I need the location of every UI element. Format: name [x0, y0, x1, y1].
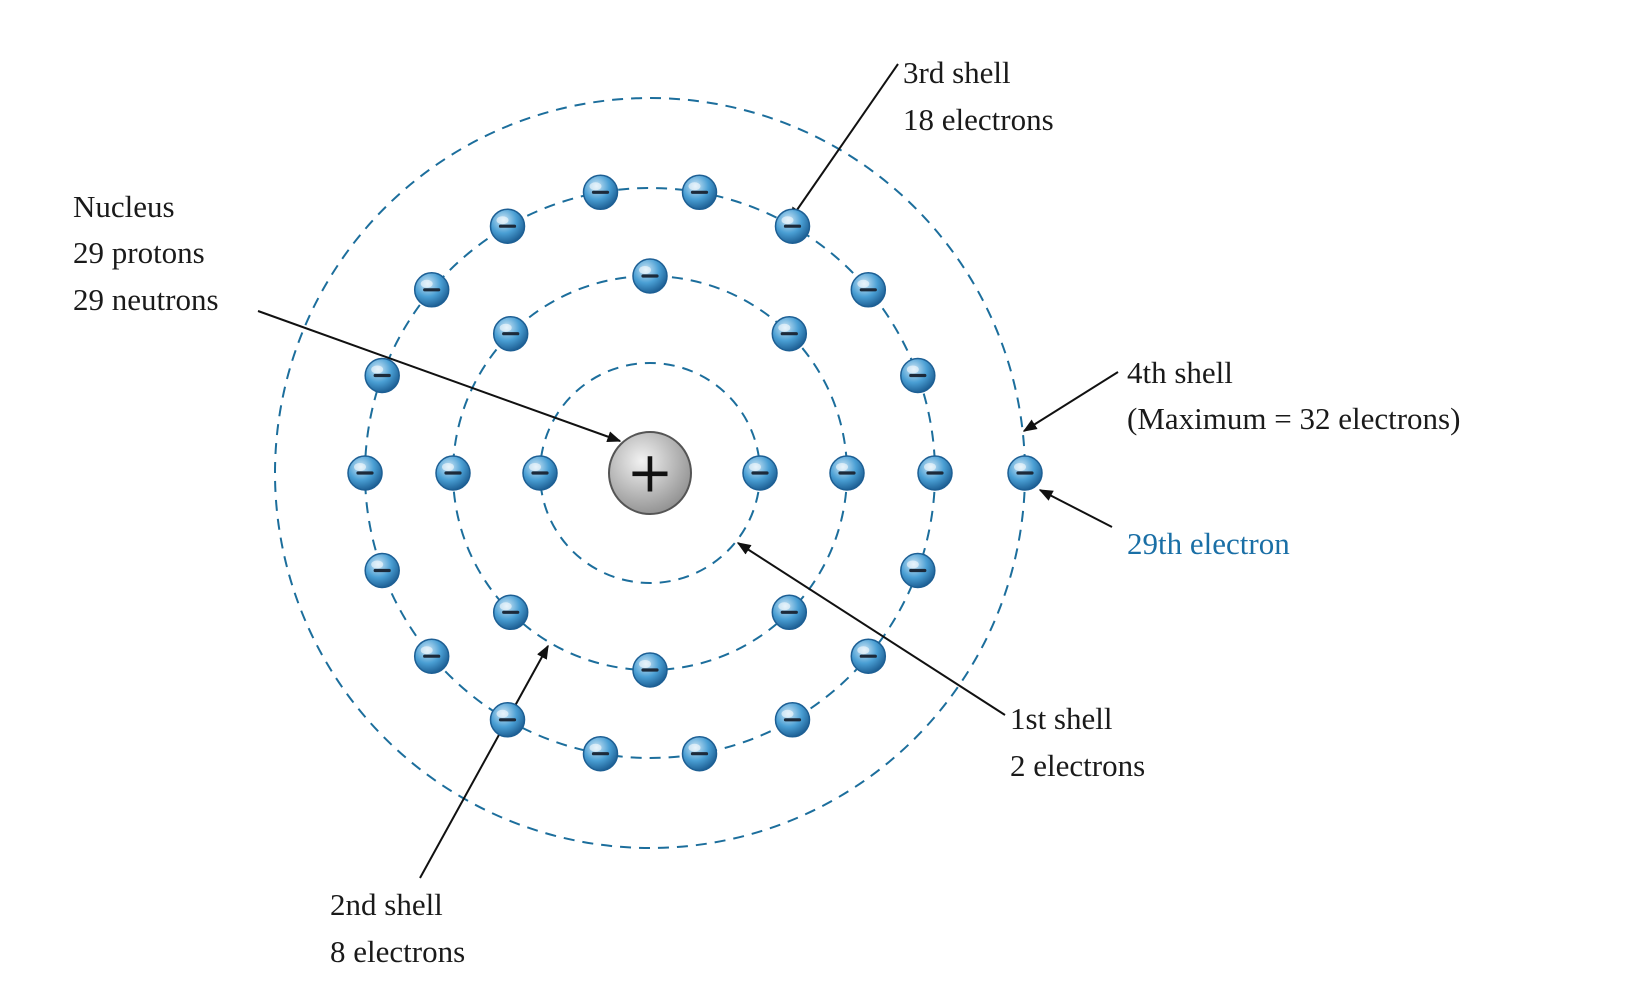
- electron-highlight: [781, 216, 794, 225]
- shell2-leader-arrow: [419, 644, 549, 879]
- electron-highlight: [354, 463, 366, 471]
- electron-highlight: [442, 463, 454, 471]
- electrons: [347, 174, 1043, 772]
- shell3-label-line2: 18 electrons: [903, 102, 1054, 137]
- electron: [681, 174, 718, 211]
- electron: [347, 455, 383, 491]
- shell3-label-line1: 3rd shell: [903, 55, 1011, 90]
- electron-highlight: [857, 279, 870, 288]
- electron: [492, 594, 529, 631]
- electron-highlight: [499, 602, 512, 611]
- electron-highlight: [781, 709, 794, 718]
- shell1-label-line2: 2 electrons: [1010, 748, 1145, 783]
- electron: [632, 258, 668, 294]
- electron-highlight: [589, 743, 602, 752]
- electron: [364, 552, 400, 589]
- labels: Nucleus 29 protons 29 neutrons 3rd shell…: [73, 55, 1460, 969]
- nucleus-leader-arrow: [257, 310, 622, 443]
- shell4-leader-arrow: [1022, 371, 1119, 432]
- electron-highlight: [371, 365, 384, 374]
- electron: [364, 357, 400, 394]
- electron29-label: 29th electron: [1127, 526, 1290, 561]
- nucleus-sphere: [608, 431, 692, 515]
- electron-highlight: [906, 560, 919, 569]
- electron: [492, 315, 529, 352]
- shell3-label: 3rd shell 18 electrons: [903, 55, 1054, 137]
- electron-highlight: [496, 216, 509, 225]
- electron: [900, 552, 936, 589]
- electron29-label-line1: 29th electron: [1127, 526, 1290, 561]
- electron: [582, 735, 619, 772]
- shell1-label-line1: 1st shell: [1010, 701, 1112, 736]
- electron-highlight: [924, 463, 936, 471]
- electron: [489, 208, 526, 244]
- electron: [489, 702, 526, 738]
- electron: [522, 455, 558, 491]
- electron: [917, 455, 953, 491]
- electron: [632, 652, 668, 688]
- shell4-label-line2: (Maximum = 32 electrons): [1127, 401, 1460, 436]
- shell1-label: 1st shell 2 electrons: [1010, 701, 1145, 783]
- electron-highlight: [639, 266, 651, 274]
- electron: [850, 638, 887, 674]
- electron-highlight: [371, 560, 384, 569]
- electron: [900, 357, 936, 394]
- electron-highlight: [496, 709, 509, 718]
- plus-icon: +: [627, 441, 674, 506]
- electron-highlight: [420, 646, 433, 655]
- electron: [771, 594, 808, 631]
- nucleus-label-line2: 29 protons: [73, 235, 205, 270]
- electron: [829, 455, 865, 491]
- electron-highlight: [906, 365, 919, 374]
- electron-highlight: [639, 660, 651, 668]
- electron-highlight: [688, 743, 701, 752]
- shell1-leader-arrow: [736, 542, 1006, 716]
- electron-highlight: [778, 602, 791, 611]
- electron: [771, 315, 808, 352]
- electron29-leader-arrow: [1038, 489, 1113, 528]
- nucleus-label-line3: 29 neutrons: [73, 282, 219, 317]
- electron-highlight: [420, 279, 433, 288]
- nucleus-label-line1: Nucleus: [73, 189, 175, 224]
- electron-highlight: [529, 463, 541, 471]
- electron-highlight: [688, 182, 701, 191]
- leader-lines: [257, 63, 1119, 879]
- shell4-label-line1: 4th shell: [1127, 355, 1233, 390]
- electron: [850, 272, 887, 308]
- electron-highlight: [499, 323, 512, 332]
- shell2-label-line2: 8 electrons: [330, 934, 465, 969]
- electron-highlight: [857, 646, 870, 655]
- shell2-label: 2nd shell 8 electrons: [330, 887, 465, 969]
- electron-highlight: [749, 463, 761, 471]
- electron: [413, 638, 450, 674]
- electron-highlight: [589, 182, 602, 191]
- nucleus: +: [608, 431, 692, 515]
- nucleus-label: Nucleus 29 protons 29 neutrons: [73, 189, 219, 317]
- electron-highlight: [1014, 463, 1026, 471]
- electron: [435, 455, 471, 491]
- electron-highlight: [836, 463, 848, 471]
- electron-highlight: [778, 323, 791, 332]
- electron: [681, 735, 718, 772]
- shell3-leader-arrow: [789, 63, 899, 222]
- electron: [582, 174, 619, 211]
- electron: [413, 272, 450, 308]
- electron: [774, 702, 811, 738]
- electron: [774, 208, 811, 244]
- shell4-label: 4th shell (Maximum = 32 electrons): [1127, 355, 1460, 436]
- shell2-label-line1: 2nd shell: [330, 887, 443, 922]
- electron: [742, 455, 778, 491]
- electron: [1007, 455, 1043, 491]
